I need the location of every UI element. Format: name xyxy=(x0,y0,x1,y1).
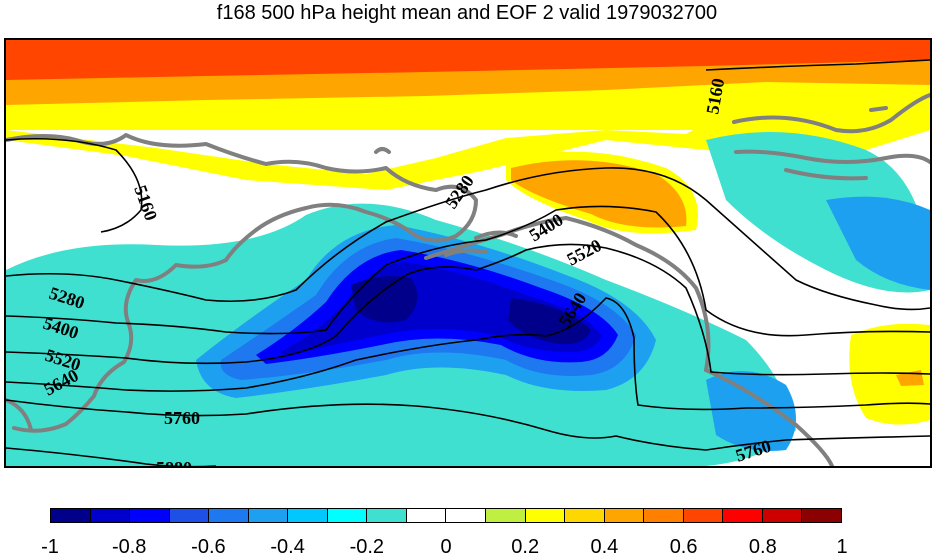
colorbar-tick-label: -0.6 xyxy=(191,536,226,558)
colorbar-segment xyxy=(486,509,526,522)
colorbar-tick-label: 0 xyxy=(440,536,452,558)
west-africa-coastline xyxy=(704,368,834,466)
far-east-yellow-blob xyxy=(849,323,930,425)
height-contours xyxy=(6,59,930,466)
north-red-band xyxy=(6,40,930,80)
colorbar-segment xyxy=(209,509,249,522)
contour-label: 5400 xyxy=(526,209,567,245)
contour-map: 5160 5160 5280 5280 5400 5400 5520 5520 … xyxy=(4,38,932,468)
colorbar-segment xyxy=(723,509,763,522)
colorbar-segment xyxy=(525,509,566,522)
colorbar-tick-label: -1 xyxy=(41,536,59,558)
colorbar-segment xyxy=(90,509,131,522)
contour-5760 xyxy=(6,399,930,451)
colorbar-segment xyxy=(288,509,328,522)
colorbar-segment xyxy=(406,509,447,522)
colorbar-segment xyxy=(367,509,407,522)
colorbar-tick-label: 0.4 xyxy=(590,536,619,558)
colorbar-segment xyxy=(446,509,487,522)
contour-5400 xyxy=(6,205,930,337)
contour-label: 5520 xyxy=(563,235,604,270)
baltic-coastline xyxy=(734,149,930,164)
colorbar-segment xyxy=(327,509,368,522)
navy-core-east xyxy=(508,298,591,345)
mid-yellow-swath xyxy=(6,102,930,190)
colorbar-segment xyxy=(604,509,645,522)
navy-core-west xyxy=(351,276,418,323)
southeast-blue-region xyxy=(706,371,796,451)
colorbar-segment xyxy=(130,509,170,522)
ireland-coastline xyxy=(444,248,488,257)
northeast-blue-region xyxy=(826,196,930,290)
north-coastline xyxy=(6,133,438,192)
map-title: f168 500 hPa height mean and EOF 2 valid… xyxy=(216,2,718,24)
map-canvas: 5160 5160 5280 5280 5400 5400 5520 5520 … xyxy=(6,40,930,466)
contour-5160-west xyxy=(6,137,143,233)
colorbar-tick-label: -0.8 xyxy=(111,536,147,558)
colorbar-segment xyxy=(565,509,605,522)
colorbar-tick-label: -0.4 xyxy=(270,536,305,558)
colorbar-segment xyxy=(683,509,724,522)
contour-label: 5880 xyxy=(156,458,192,466)
north-sea-coastline xyxy=(784,168,868,181)
contour-5280 xyxy=(6,167,930,311)
scandinavia-coastline xyxy=(732,93,930,134)
colorbar-tick-label: 1 xyxy=(836,536,848,558)
contour-label: 5760 xyxy=(164,408,200,428)
arctic-coastline xyxy=(869,106,888,112)
colorbar-tick-label: 0.6 xyxy=(669,536,698,558)
contour-5160-north xyxy=(705,59,930,71)
contour-5520 xyxy=(6,243,930,376)
britain-coastline xyxy=(474,230,518,240)
colorbar-tick-label: 0.2 xyxy=(511,536,540,558)
colorbar-segment xyxy=(762,509,803,522)
colorbar-tick-label: -0.2 xyxy=(349,536,385,558)
colorbar-segment xyxy=(169,509,210,522)
colorbar-segment xyxy=(51,509,91,522)
east-orange-blob xyxy=(511,160,687,228)
colorbar xyxy=(50,508,842,523)
colorbar-ticks: -1 -0.8 -0.6 -0.4 -0.2 0 0.2 0.4 0.6 0.8 1 xyxy=(0,536,934,558)
bay-coastline xyxy=(224,184,478,262)
east-coast-north-america xyxy=(12,258,228,433)
contour-5640 xyxy=(6,297,930,411)
colorbar-segment xyxy=(248,509,289,522)
colorbar-tick-label: 0.8 xyxy=(748,536,777,558)
colorbar-segment xyxy=(644,509,684,522)
southwest-coastline xyxy=(6,398,33,432)
colorbar-segment xyxy=(802,509,841,522)
negative-anomaly-shading xyxy=(6,132,930,466)
contour-5880 xyxy=(6,447,216,466)
island-coastline xyxy=(374,147,391,154)
